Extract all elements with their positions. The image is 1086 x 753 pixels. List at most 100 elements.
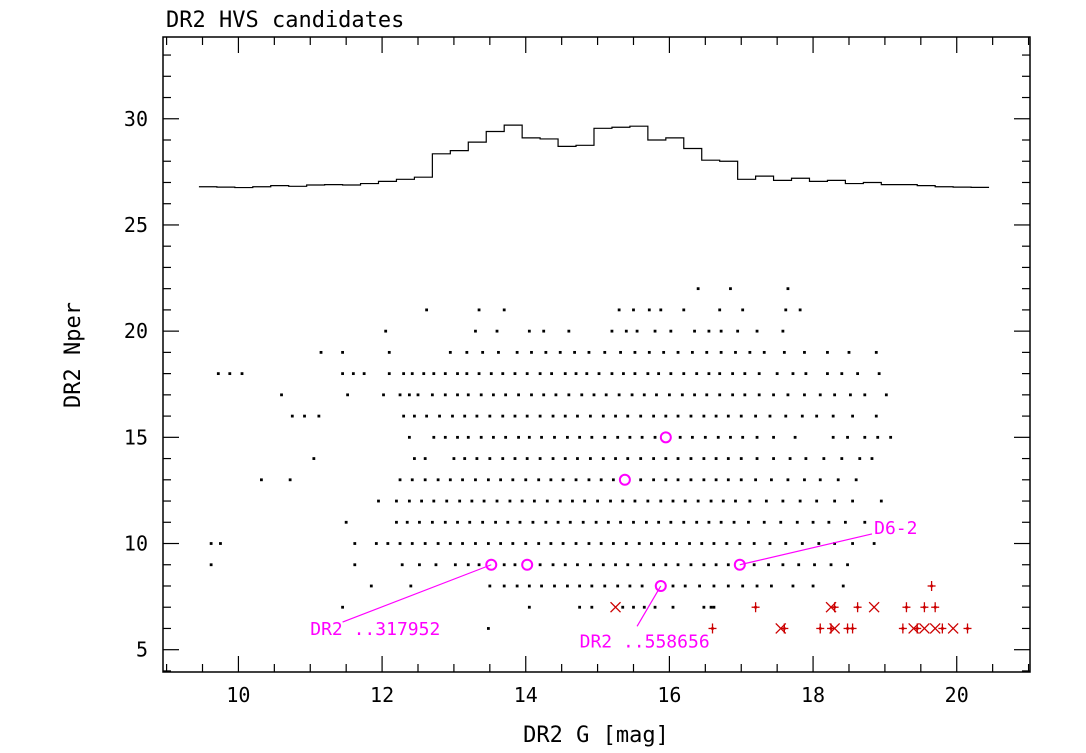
data-point	[581, 520, 585, 524]
data-point	[709, 605, 713, 609]
data-point	[874, 414, 878, 418]
data-point	[501, 414, 505, 418]
data-point	[748, 350, 752, 354]
data-point	[702, 478, 706, 482]
data-point	[664, 457, 668, 460]
data-point	[517, 393, 520, 397]
data-point	[587, 350, 591, 354]
data-point	[840, 372, 844, 376]
data-point	[537, 542, 541, 545]
data-point	[346, 393, 350, 397]
data-point	[712, 605, 716, 609]
y-tick-label: 5	[136, 638, 148, 662]
data-point	[616, 584, 620, 588]
data-point	[664, 414, 668, 418]
data-point	[827, 520, 831, 524]
data-point	[734, 350, 737, 354]
cross-center	[846, 626, 850, 630]
highlighted-points	[485, 431, 746, 592]
data-point	[407, 435, 411, 439]
cross-marker	[920, 602, 929, 613]
data-point	[633, 372, 637, 376]
data-point	[488, 584, 492, 588]
data-point	[726, 563, 730, 567]
data-point	[423, 542, 427, 545]
data-point	[418, 563, 421, 567]
data-point	[614, 457, 617, 460]
cross-center	[851, 626, 855, 630]
data-point	[542, 393, 546, 397]
data-point	[768, 542, 772, 545]
highlight-circle	[654, 579, 667, 592]
cross-marker	[848, 623, 857, 634]
data-point	[520, 499, 524, 503]
y-tick-label: 20	[124, 319, 148, 343]
data-point	[545, 499, 549, 503]
data-point	[764, 499, 768, 503]
highlight-circle	[659, 431, 672, 444]
data-point	[488, 414, 492, 418]
data-point	[502, 584, 506, 588]
data-point	[676, 414, 680, 418]
data-point	[531, 520, 535, 524]
data-point	[386, 542, 390, 545]
data-point	[420, 499, 423, 503]
data-point	[395, 499, 398, 503]
cross-marker	[898, 623, 907, 634]
data-point	[815, 414, 819, 418]
data-point	[303, 414, 306, 418]
data-point	[731, 372, 735, 376]
data-point	[683, 584, 687, 588]
data-point	[714, 478, 718, 482]
data-point	[653, 605, 657, 609]
cross-center	[904, 605, 908, 609]
data-point	[362, 372, 366, 376]
data-point	[573, 350, 576, 354]
data-point	[527, 584, 531, 588]
data-point	[657, 372, 661, 376]
data-point	[637, 542, 641, 545]
data-point	[689, 563, 693, 567]
data-point	[463, 457, 467, 460]
data-point	[784, 414, 788, 418]
data-point	[840, 457, 844, 460]
cross-center	[915, 626, 919, 630]
cross-marker	[929, 623, 941, 634]
data-point	[876, 435, 880, 439]
data-point	[849, 393, 852, 397]
data-point	[741, 435, 745, 439]
data-point	[632, 605, 635, 609]
cross-center	[829, 626, 833, 630]
data-point	[662, 350, 666, 354]
data-point	[645, 520, 648, 524]
data-point	[818, 393, 822, 397]
data-point	[804, 457, 808, 460]
data-point	[647, 350, 651, 354]
data-point	[432, 499, 436, 503]
data-point	[436, 478, 440, 482]
data-point	[515, 350, 519, 354]
data-point	[542, 329, 546, 333]
data-point	[752, 563, 756, 567]
data-point	[585, 372, 589, 376]
data-point	[702, 605, 706, 609]
cross-center	[754, 605, 758, 609]
x-tick-label: 12	[370, 683, 394, 707]
data-point	[718, 372, 722, 376]
data-point	[664, 563, 668, 567]
cross-marker	[918, 623, 930, 634]
data-point	[353, 563, 357, 567]
data-point	[725, 542, 729, 545]
data-point	[468, 520, 472, 524]
data-point	[550, 372, 554, 376]
data-point	[513, 457, 517, 460]
data-point	[610, 372, 614, 376]
cross-marker	[902, 602, 911, 613]
cross-marker	[610, 601, 621, 613]
data-point	[712, 542, 716, 545]
data-point	[695, 520, 699, 524]
data-point	[755, 584, 759, 588]
data-point	[829, 563, 833, 567]
data-point	[290, 414, 294, 418]
data-point	[731, 393, 735, 397]
